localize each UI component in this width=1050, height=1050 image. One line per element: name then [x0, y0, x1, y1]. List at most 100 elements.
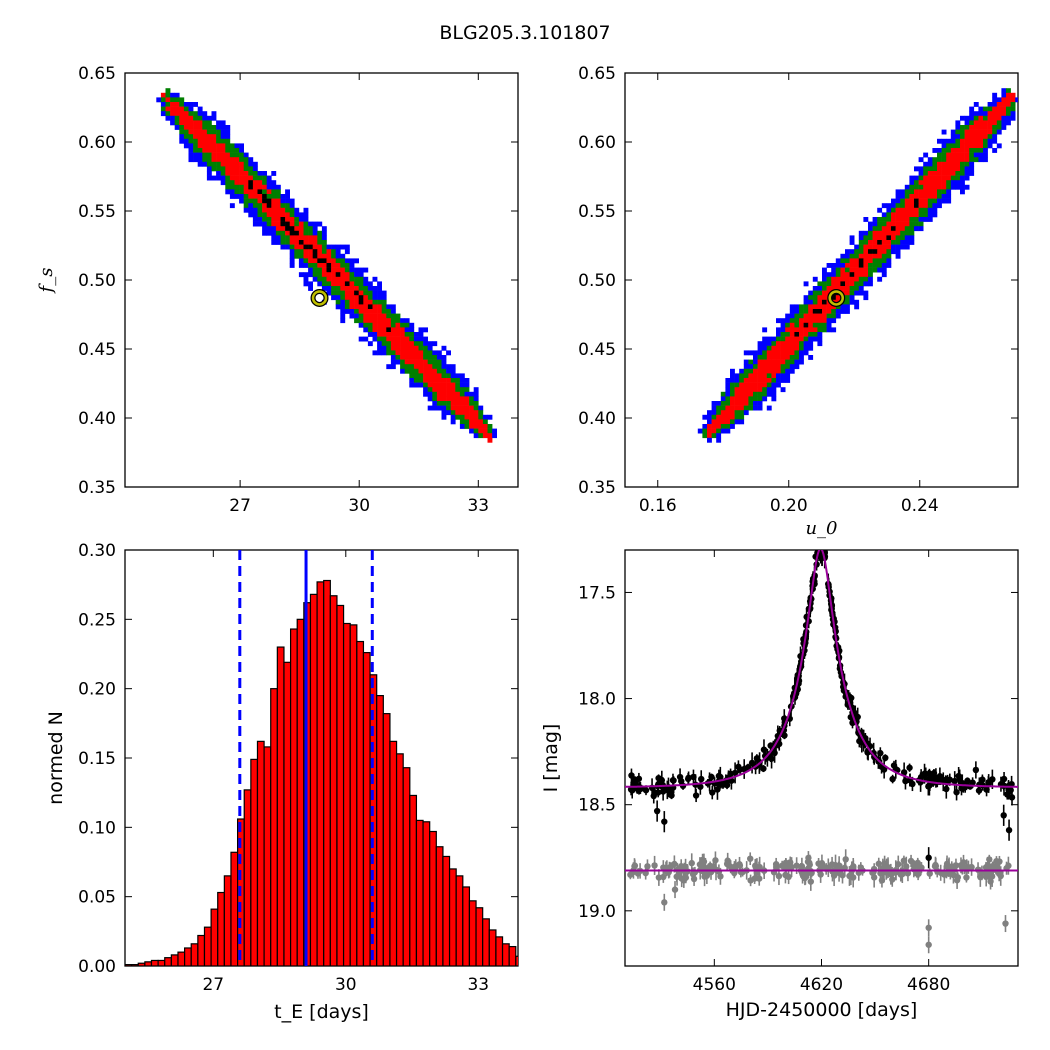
heatmap-cell — [748, 401, 754, 406]
heatmap-cell — [262, 175, 267, 181]
heatmap-cell — [308, 286, 313, 291]
heatmap-cell — [881, 230, 887, 236]
heatmap-cell — [817, 299, 823, 305]
heatmap-cell — [312, 263, 318, 268]
heatmap-cell — [409, 332, 415, 337]
heatmap-cell — [377, 332, 382, 337]
heatmap-cell — [367, 309, 373, 314]
heatmap-cell — [271, 221, 277, 227]
heatmap-cell — [390, 345, 396, 351]
heatmap-cell — [262, 180, 267, 186]
heatmap-cell — [455, 387, 461, 393]
heatmap-cell — [441, 396, 447, 402]
y-tick-label: 0.50 — [578, 271, 616, 291]
heatmap-cell — [298, 240, 304, 245]
heatmap-cell — [464, 405, 470, 411]
heatmap-cell — [335, 281, 341, 287]
heatmap-cell — [739, 373, 745, 379]
heatmap-cell — [354, 290, 359, 296]
heatmap-cell — [197, 129, 203, 135]
heatmap-cell — [978, 138, 984, 144]
data-point — [989, 776, 996, 783]
heatmap-cell — [789, 359, 795, 365]
heatmap-cell — [344, 309, 350, 314]
heatmap-cell — [308, 221, 313, 227]
heatmap-cell — [372, 350, 378, 356]
data-point — [709, 789, 716, 796]
histogram-bar — [131, 964, 139, 966]
heatmap-cell — [891, 230, 896, 236]
heatmap-cell — [950, 143, 956, 149]
heatmap-cell — [473, 433, 479, 439]
heatmap-cell — [854, 290, 860, 296]
heatmap-cell — [734, 414, 740, 420]
heatmap-cell — [1001, 120, 1007, 126]
heatmap-cell — [872, 221, 878, 227]
data-point — [771, 749, 778, 757]
histogram-bar — [329, 595, 338, 966]
heatmap-cell — [206, 152, 212, 158]
heatmap-cell — [849, 286, 855, 291]
data-point — [768, 755, 775, 762]
heatmap-cell — [923, 166, 929, 172]
y-tick-label: 0.30 — [78, 541, 116, 561]
heatmap-cell — [321, 240, 327, 245]
heatmap-cell — [1006, 115, 1011, 121]
heatmap-cell — [298, 221, 304, 227]
heatmap-cell — [202, 148, 208, 153]
heatmap-cell — [243, 198, 249, 204]
heatmap-cell — [987, 102, 993, 107]
heatmap-cell — [390, 355, 396, 360]
data-point — [986, 856, 993, 863]
heatmap-cell — [863, 290, 869, 296]
heatmap-cell — [197, 125, 203, 130]
heatmap-cell — [436, 359, 442, 365]
heatmap-cell — [386, 350, 392, 356]
heatmap-cell — [266, 203, 272, 209]
heatmap-cell — [239, 180, 244, 186]
heatmap-cell — [849, 240, 855, 245]
heatmap-cell — [992, 134, 998, 140]
heatmap-cell — [785, 359, 791, 365]
heatmap-cell — [418, 373, 424, 379]
histogram-bar — [336, 604, 345, 966]
heatmap-cell — [753, 359, 758, 365]
heatmap-cell — [174, 106, 180, 112]
heatmap-cell — [771, 373, 777, 379]
y-tick-label: 0.35 — [78, 478, 116, 498]
heatmap-cell — [216, 134, 221, 140]
heatmap-cell — [234, 171, 240, 176]
heatmap-cell — [285, 217, 290, 222]
heatmap-cell — [285, 207, 290, 213]
heatmap-cell — [220, 120, 226, 126]
heatmap-cell — [266, 180, 272, 186]
heatmap-cell — [225, 161, 231, 167]
heatmap-cell — [1001, 125, 1007, 130]
heatmap-cell — [904, 207, 910, 213]
heatmap-cell — [780, 378, 786, 383]
y-tick-label: 18.0 — [578, 690, 616, 710]
heatmap-cell — [331, 249, 336, 255]
heatmap-cell — [950, 180, 956, 186]
heatmap-cell — [423, 368, 428, 374]
heatmap-cell — [992, 120, 998, 126]
heatmap-cell — [372, 276, 378, 282]
x-axis-label: HJD-2450000 [days] — [726, 999, 918, 1021]
heatmap-cell — [211, 161, 217, 167]
heatmap-cell — [262, 226, 267, 232]
heatmap-cell — [895, 253, 901, 259]
heatmap-cell — [845, 267, 850, 273]
heatmap-cell — [285, 189, 290, 195]
data-point — [819, 540, 825, 546]
heatmap-cell — [239, 157, 244, 163]
heatmap-cell — [335, 304, 341, 310]
heatmap-cell — [367, 304, 373, 310]
heatmap-cell — [211, 129, 217, 135]
heatmap-cell — [808, 290, 814, 296]
heatmap-cell — [895, 240, 901, 245]
heatmap-cell — [822, 272, 827, 278]
heatmap-cell — [863, 235, 869, 241]
heatmap-cell — [941, 194, 947, 199]
heatmap-cell — [730, 368, 735, 374]
heatmap-cell — [799, 327, 804, 333]
